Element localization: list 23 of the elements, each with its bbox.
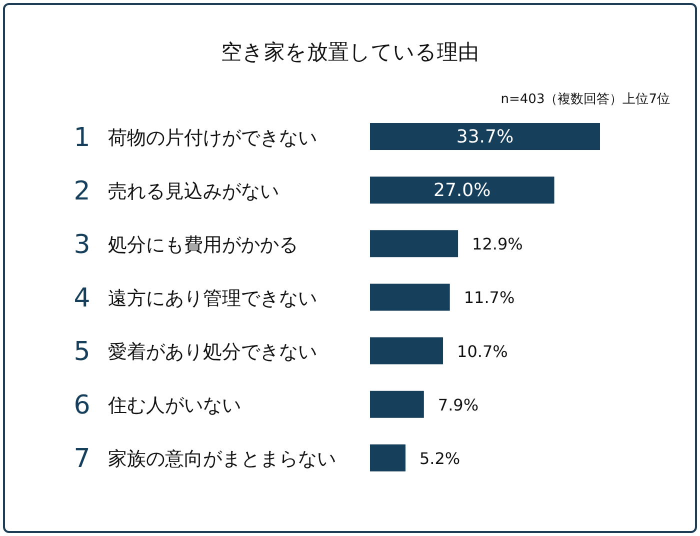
data-label: 7.9% xyxy=(438,395,479,414)
y-tick-label: 3 処分にも費用がかかる xyxy=(74,230,298,260)
bar xyxy=(370,176,554,204)
bar xyxy=(370,284,450,311)
data-label: 27.0% xyxy=(434,180,491,202)
y-tick-label: 2 売れる見込みがない xyxy=(74,176,279,206)
data-label: 5.2% xyxy=(419,448,460,468)
y-tick-label: 1 荷物の片付けができない xyxy=(74,122,317,153)
data-label: 11.7% xyxy=(464,288,515,308)
bar xyxy=(370,230,458,258)
data-label: 33.7% xyxy=(456,126,514,148)
chart-subtitle: n=403（複数回答）上位7位 xyxy=(500,91,670,108)
bar xyxy=(370,390,424,418)
bar xyxy=(370,337,444,364)
bar xyxy=(370,123,600,150)
y-tick-label: 4 遠方にあり管理できない xyxy=(74,284,317,314)
y-tick-label: 6 住む人がいない xyxy=(74,390,241,421)
data-label: 10.7% xyxy=(457,342,508,361)
chart-title: 空き家を放置している理由 xyxy=(220,39,480,66)
bar xyxy=(370,444,406,472)
y-tick-label: 5 愛着があり処分できない xyxy=(74,337,317,368)
y-tick-label: 7 家族の意向がまとまらない xyxy=(74,444,336,474)
data-label: 12.9% xyxy=(472,234,523,254)
